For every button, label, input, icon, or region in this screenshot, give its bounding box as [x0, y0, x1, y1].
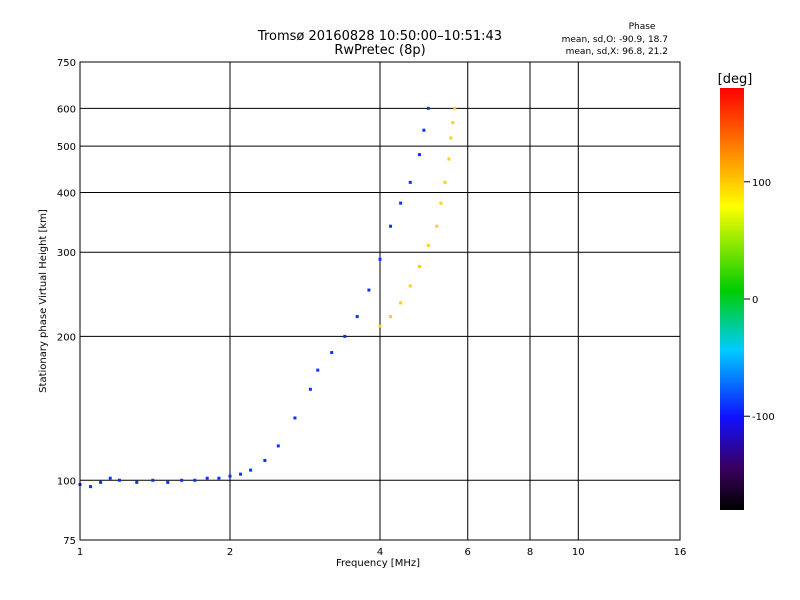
data-point-O — [308, 387, 312, 391]
data-point-X — [399, 301, 403, 305]
x-tick-label: 10 — [572, 547, 585, 558]
phase-note-x: mean, sd,X: 96.8, 21.2 — [566, 47, 668, 57]
data-point-O — [108, 476, 112, 480]
x-tick-label: 4 — [377, 547, 383, 558]
x-tick-label: 6 — [465, 547, 471, 558]
data-point-O — [316, 368, 320, 372]
x-tick-labels: 1 2 4 6 8 10 16 — [77, 547, 687, 558]
x-tick-label: 1 — [77, 547, 83, 558]
chart-subtitle: RwPretec (8p) — [334, 43, 425, 58]
y-axis-label: Stationary phase Virtual Height [km] — [38, 209, 49, 393]
data-point-X — [447, 157, 451, 161]
grid-lines — [80, 62, 680, 540]
colorbar-tick-label: 0 — [752, 295, 758, 306]
y-tick-label: 400 — [57, 188, 76, 199]
data-points — [78, 106, 457, 489]
data-point-O — [117, 478, 121, 482]
y-tick-label: 200 — [57, 332, 76, 343]
data-point-O — [193, 478, 197, 482]
data-point-O — [293, 416, 297, 420]
colorbar-label: [deg] — [718, 72, 753, 87]
colorbar-tick-label: 100 — [752, 178, 771, 189]
y-tick-label: 75 — [63, 536, 76, 547]
data-point-X — [451, 121, 455, 125]
data-point-O — [389, 224, 393, 228]
data-point-O — [343, 334, 347, 338]
y-tick-label: 300 — [57, 248, 76, 259]
data-point-O — [180, 478, 184, 482]
data-point-O — [426, 106, 430, 110]
x-axis-label: Frequency [MHz] — [336, 558, 420, 569]
data-point-X — [389, 315, 393, 319]
y-tick-label: 600 — [57, 104, 76, 115]
data-point-O — [249, 468, 253, 472]
data-point-X — [417, 265, 421, 269]
data-point-X — [449, 136, 453, 140]
phase-note-title: Phase — [629, 22, 656, 32]
data-point-O — [151, 478, 155, 482]
data-point-O — [422, 128, 426, 132]
data-point-X — [408, 284, 412, 288]
x-tick-label: 16 — [674, 547, 687, 558]
data-point-O — [263, 458, 267, 462]
data-point-O — [135, 480, 139, 484]
y-tick-label: 750 — [57, 58, 76, 69]
plot-frame — [79, 61, 681, 541]
chart-title: Tromsø 20160828 10:50:00–10:51:43 — [257, 29, 502, 44]
x-tick-label: 8 — [527, 547, 533, 558]
data-point-O — [228, 474, 232, 478]
data-point-O — [367, 288, 371, 292]
data-point-X — [435, 224, 439, 228]
data-point-O — [99, 480, 103, 484]
data-point-O — [408, 180, 412, 184]
data-point-O — [355, 315, 359, 319]
data-point-X — [453, 106, 457, 110]
data-point-O — [239, 472, 243, 476]
data-point-O — [330, 351, 334, 355]
y-tick-label: 500 — [57, 142, 76, 153]
data-point-O — [378, 257, 382, 261]
data-point-O — [399, 201, 403, 205]
x-tick-label: 2 — [227, 547, 233, 558]
colorbar — [720, 88, 744, 510]
data-point-O — [276, 444, 280, 448]
colorbar-ticks: 100 0 -100 — [744, 178, 775, 423]
data-point-X — [426, 243, 430, 247]
data-point-O — [205, 476, 209, 480]
y-tick-label: 100 — [57, 476, 76, 487]
data-point-O — [217, 476, 221, 480]
y-tick-labels: 75 100 200 300 400 500 600 750 — [57, 58, 76, 547]
colorbar-tick-label: -100 — [752, 412, 775, 423]
data-point-O — [166, 480, 170, 484]
data-point-O — [417, 153, 421, 157]
data-point-X — [378, 324, 382, 328]
data-point-X — [443, 180, 447, 184]
data-point-O — [89, 485, 93, 489]
data-point-X — [439, 201, 443, 205]
phase-note-o: mean, sd,O: -90.9, 18.7 — [562, 35, 668, 45]
